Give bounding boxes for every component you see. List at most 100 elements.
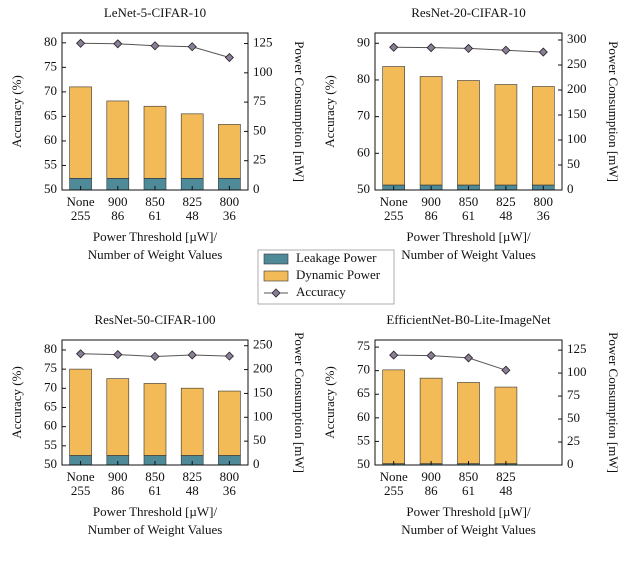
dynamic-bar — [531, 86, 555, 186]
y2-tick-label: 150 — [567, 106, 587, 121]
y-tick-label: 55 — [357, 432, 370, 447]
accuracy-marker — [150, 41, 160, 51]
y-tick-label: 50 — [44, 456, 57, 471]
y-tick-label: 75 — [44, 360, 57, 375]
y2-tick-label: 250 — [253, 337, 273, 352]
x-tick-label: 36 — [537, 208, 551, 223]
dynamic-bar — [143, 383, 167, 456]
x-tick-label: 86 — [425, 483, 439, 498]
dynamic-bar — [382, 369, 406, 464]
accuracy-marker — [538, 47, 548, 57]
y2-tick-label: 25 — [253, 152, 266, 167]
x-tick-label: 800 — [534, 194, 554, 209]
accuracy-marker — [389, 42, 399, 52]
x-tick-label: 255 — [384, 483, 404, 498]
y-tick-label: 75 — [44, 58, 57, 73]
accuracy-marker — [113, 350, 123, 360]
y-tick-label: 80 — [44, 34, 57, 49]
x-axis-label: Power Threshold [µW]/ — [93, 229, 218, 244]
dynamic-bar — [218, 390, 241, 456]
dynamic-bar — [106, 378, 130, 456]
plot-frame — [61, 339, 249, 466]
y2-tick-label: 75 — [253, 93, 266, 108]
x-axis-label: Number of Weight Values — [88, 522, 223, 537]
x-tick-label: 900 — [421, 469, 441, 484]
x-tick-label: 825 — [182, 194, 202, 209]
subplot-title: ResNet-20-CIFAR-10 — [411, 5, 526, 20]
y-axis-label: Accuracy (%) — [322, 366, 337, 439]
y-tick-label: 50 — [357, 456, 370, 471]
y2-tick-label: 100 — [253, 64, 273, 79]
y-tick-label: 90 — [357, 34, 370, 49]
y2-axis-label: Power Consumption [mW] — [292, 332, 307, 473]
x-tick-label: None — [380, 194, 408, 209]
x-tick-label: 61 — [462, 483, 475, 498]
y2-tick-label: 300 — [567, 31, 587, 46]
x-tick-label: 255 — [384, 208, 404, 223]
y2-tick-label: 125 — [253, 35, 273, 50]
y-tick-label: 80 — [357, 71, 370, 86]
legend-label: Accuracy — [296, 284, 346, 299]
x-tick-label: 255 — [71, 208, 91, 223]
x-tick-label: 900 — [108, 469, 128, 484]
y2-tick-label: 200 — [567, 81, 587, 96]
dynamic-bar — [457, 80, 480, 186]
x-tick-label: 36 — [223, 483, 237, 498]
dynamic-bar — [143, 105, 167, 179]
y2-tick-label: 100 — [567, 364, 587, 379]
y2-tick-label: 0 — [253, 181, 260, 196]
y-axis-label: Accuracy (%) — [9, 75, 24, 148]
dynamic-bar — [494, 386, 518, 464]
plot-frame — [374, 339, 563, 466]
y-tick-label: 65 — [357, 385, 370, 400]
accuracy-marker — [187, 42, 197, 52]
dynamic-bar — [457, 382, 480, 464]
x-tick-label: None — [380, 469, 408, 484]
dynamic-bar — [69, 368, 92, 456]
x-tick-label: 825 — [496, 469, 516, 484]
x-axis-label: Power Threshold [µW]/ — [93, 504, 218, 519]
y-tick-label: 50 — [44, 181, 57, 196]
y2-tick-label: 200 — [253, 361, 273, 376]
accuracy-marker — [187, 350, 197, 360]
y-tick-label: 60 — [357, 144, 370, 159]
subplot-title: EfficientNet-B0-Lite-ImageNet — [386, 312, 551, 327]
x-tick-label: 48 — [186, 483, 199, 498]
accuracy-line — [393, 354, 507, 371]
y2-tick-label: 25 — [567, 433, 580, 448]
y2-tick-label: 100 — [253, 408, 273, 423]
x-tick-label: 900 — [421, 194, 441, 209]
dynamic-bar — [494, 84, 518, 186]
x-axis-label: Number of Weight Values — [88, 247, 223, 262]
y-tick-label: 75 — [357, 338, 370, 353]
x-tick-label: 61 — [149, 208, 162, 223]
accuracy-marker — [426, 43, 436, 53]
y2-tick-label: 100 — [567, 131, 587, 146]
x-tick-label: 800 — [220, 194, 240, 209]
accuracy-marker — [389, 350, 399, 360]
y2-tick-label: 0 — [567, 181, 574, 196]
x-tick-label: 86 — [111, 483, 125, 498]
y2-tick-label: 250 — [567, 56, 587, 71]
y2-tick-label: 75 — [567, 387, 580, 402]
x-tick-label: 61 — [149, 483, 162, 498]
plot-frame — [61, 32, 249, 191]
x-tick-label: 825 — [496, 194, 516, 209]
y-tick-label: 65 — [44, 107, 57, 122]
accuracy-marker — [463, 353, 474, 363]
y2-tick-label: 0 — [567, 456, 574, 471]
accuracy-marker — [224, 52, 234, 63]
x-tick-label: 86 — [111, 208, 125, 223]
accuracy-marker — [76, 38, 86, 48]
y-tick-label: 70 — [44, 83, 57, 98]
y2-axis-label: Power Consumption [mW] — [606, 41, 621, 182]
dynamic-bar — [69, 86, 92, 179]
accuracy-marker — [150, 351, 160, 362]
legend-label: Leakage Power — [296, 250, 377, 265]
legend-marker — [271, 288, 281, 298]
x-tick-label: 48 — [499, 208, 512, 223]
accuracy-marker — [224, 351, 234, 361]
y-tick-label: 80 — [44, 341, 57, 356]
plot-frame — [374, 32, 563, 191]
accuracy-marker — [426, 351, 436, 361]
